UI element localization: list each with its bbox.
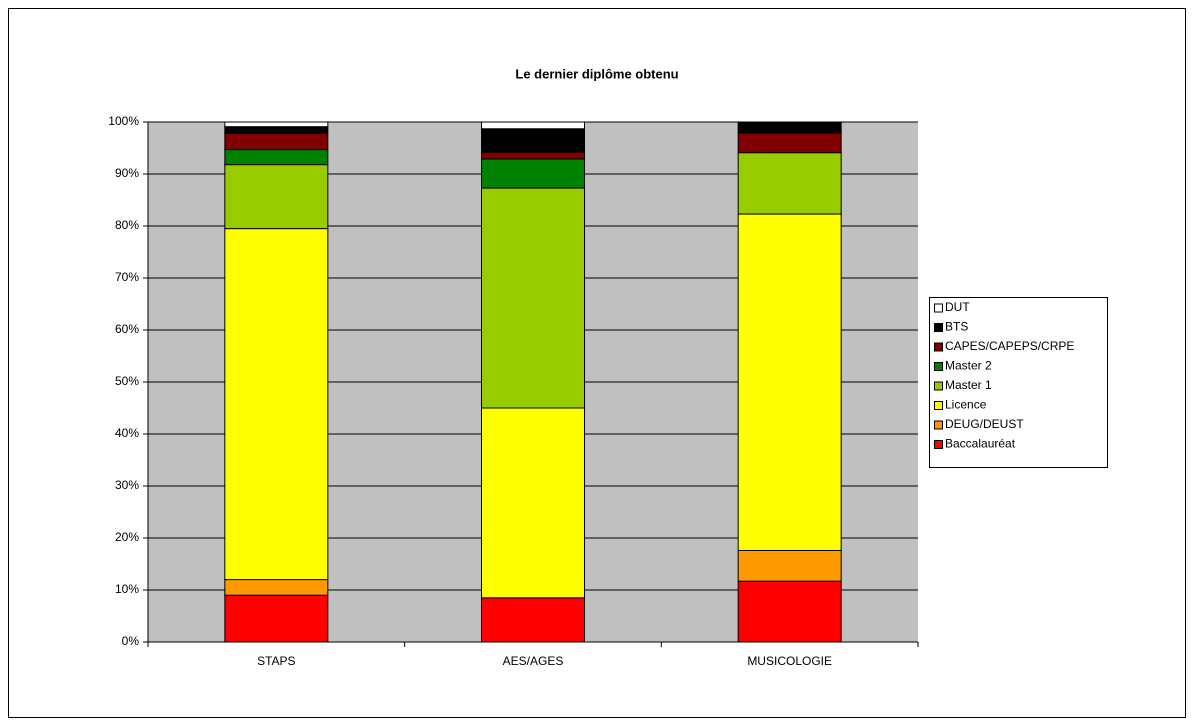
bar-segment [737, 132, 842, 154]
y-tick-label: 80% [115, 218, 139, 232]
y-tick-label: 50% [115, 374, 139, 388]
bar-segment [224, 126, 329, 134]
legend [929, 297, 1108, 468]
bar-segment [224, 149, 329, 166]
legend-swatch [934, 342, 943, 352]
legend-label: DEUG/DEUST [945, 417, 1024, 431]
bar-segment [737, 152, 842, 215]
legend-label: Master 2 [945, 359, 992, 373]
y-tick-label: 20% [115, 530, 139, 544]
y-tick-label: 90% [115, 166, 139, 180]
y-tick-label: 10% [115, 582, 139, 596]
bar-segment [224, 121, 329, 128]
bar-segment [224, 164, 329, 230]
x-tick-label: MUSICOLOGIE [747, 654, 832, 668]
x-tick-label: STAPS [257, 654, 295, 668]
bar-segment [481, 407, 585, 599]
x-tick-label: AES/AGES [503, 654, 564, 668]
legend-label: Master 1 [945, 378, 992, 392]
legend-label: DUT [945, 300, 970, 314]
bar-segment [737, 580, 842, 643]
bar-segment [737, 121, 842, 134]
legend-swatch [934, 440, 943, 449]
bar-segment [481, 187, 585, 409]
y-tick-label: 40% [115, 426, 139, 440]
bar-segment [737, 549, 842, 582]
legend-swatch [934, 401, 943, 410]
bar-segment [224, 594, 329, 643]
y-tick-label: 70% [115, 270, 139, 284]
legend-swatch [934, 303, 943, 313]
bar-segment [481, 151, 585, 160]
bar-segment [481, 597, 585, 643]
legend-swatch [934, 362, 943, 371]
legend-label: BTS [945, 320, 968, 334]
y-tick-label: 100% [108, 114, 139, 128]
bar-segment [737, 213, 842, 551]
legend-label: Licence [945, 398, 987, 412]
bar-segment [481, 128, 585, 153]
bar-segment [224, 228, 329, 581]
legend-swatch [934, 323, 943, 332]
bar-segment [224, 579, 329, 596]
legend-label: CAPES/CAPEPS/CRPE [945, 339, 1074, 353]
y-tick-label: 0% [122, 634, 140, 648]
y-tick-label: 30% [115, 478, 139, 492]
bar-segment [224, 132, 329, 151]
bar-segment [481, 158, 585, 189]
chart-title: Le dernier diplôme obtenu [515, 66, 678, 81]
legend-label: Baccalauréat [945, 437, 1016, 451]
bar-segment [481, 121, 585, 130]
y-tick-label: 60% [115, 322, 139, 336]
legend-swatch [934, 381, 943, 391]
legend-swatch [934, 420, 943, 430]
